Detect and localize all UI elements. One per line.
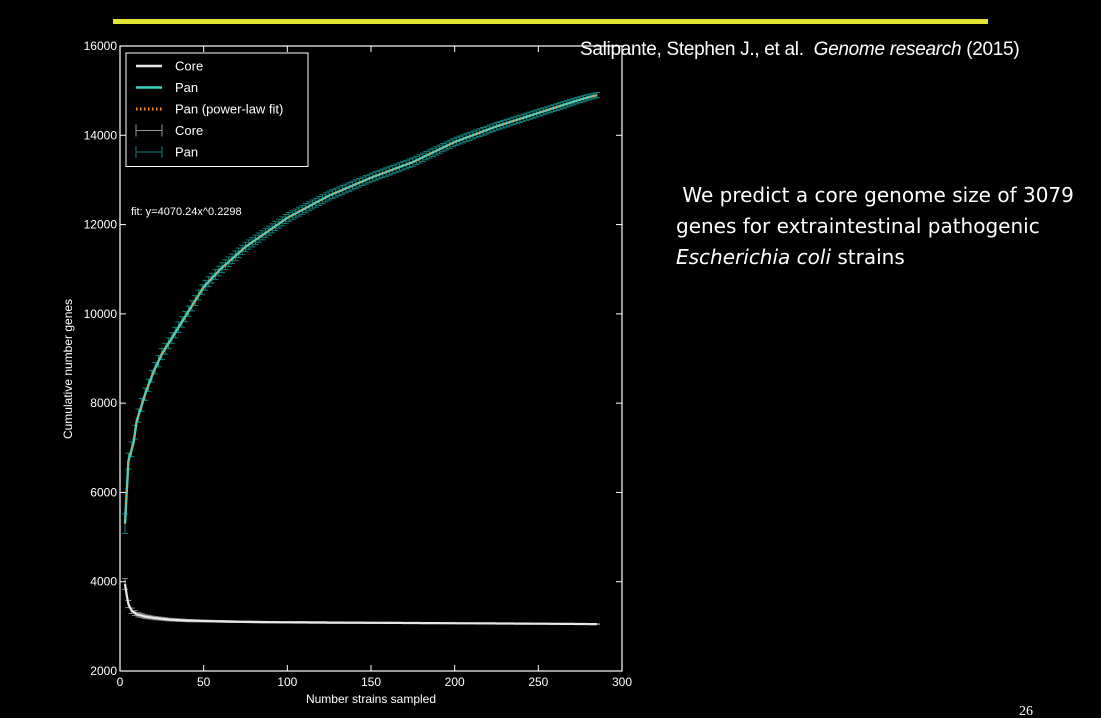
prediction-text: We predict a core genome size of 3079 ge… [676, 180, 1086, 273]
fit-annotation: fit: y=4070.24x^0.2298 [131, 206, 242, 218]
citation-journal: Genome research [813, 39, 962, 60]
slide-number: 26 [1019, 704, 1033, 718]
y-tick-label: 6000 [90, 485, 117, 499]
x-tick-label: 250 [528, 675, 548, 689]
title-accent-rule [113, 19, 988, 24]
citation-authors: Salipante, Stephen J., et al. [580, 39, 804, 60]
citation-year: (2015) [966, 39, 1020, 60]
legend-label: Pan [175, 145, 198, 160]
x-tick-label: 50 [197, 675, 211, 689]
x-tick-label: 300 [612, 675, 632, 689]
y-tick-label: 14000 [84, 128, 118, 142]
x-tick-label: 100 [277, 675, 297, 689]
x-tick-label: 0 [117, 675, 124, 689]
prediction-species: Escherichia coli [676, 245, 831, 269]
legend-label: Pan (power-law fit) [175, 102, 283, 117]
y-tick-label: 8000 [90, 396, 117, 410]
y-tick-label: 10000 [84, 307, 118, 321]
x-tick-label: 150 [361, 675, 381, 689]
x-tick-label: 200 [445, 675, 465, 689]
y-tick-label: 16000 [84, 39, 118, 53]
series-lines [123, 93, 598, 626]
pan-core-genome-chart: 0 50 100 150 200 250 300 2000 4000 6000 8000 10000 1… [61, 39, 633, 706]
y-tick-label: 4000 [90, 575, 117, 589]
core-errorbars [122, 578, 600, 625]
y-tick-label: 12000 [84, 218, 118, 232]
legend-label: Core [175, 123, 203, 138]
axis-ticks: 0 50 100 150 200 250 300 2000 4000 6000 8000 10000 1… [84, 39, 633, 689]
prediction-text-part2: strains [837, 245, 905, 269]
x-axis-label: Number strains sampled [306, 692, 436, 706]
legend-label: Core [175, 59, 203, 74]
legend: Core Pan Pan (power-law fit) Core Pan [125, 52, 309, 167]
pan-fit-line [124, 94, 598, 524]
y-tick-label: 2000 [90, 664, 117, 678]
y-axis-label: Cumulative number genes [61, 299, 75, 439]
citation: Salipante, Stephen J., et al. Genome res… [580, 39, 1020, 61]
core-series-line [123, 583, 597, 626]
prediction-text-part1: We predict a core genome size of 3079 ge… [676, 183, 1074, 238]
legend-label: Pan [175, 80, 198, 95]
